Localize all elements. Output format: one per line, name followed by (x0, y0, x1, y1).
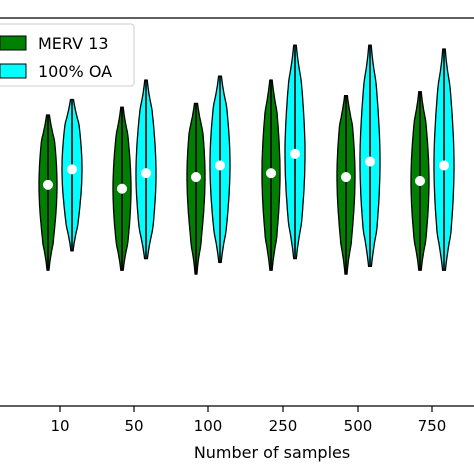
x-tick-label: 100 (194, 417, 223, 435)
axes (0, 17, 474, 407)
legend-label: MERV 13 (38, 34, 109, 53)
x-tick-label: 250 (269, 417, 298, 435)
violin-merv-13-250 (261, 79, 281, 271)
median-point (438, 160, 450, 171)
x-tick-label: 500 (344, 417, 373, 435)
violin-merv-13-10 (38, 114, 58, 271)
x-ticks: 10 50 100 250 500 750 (50, 406, 446, 435)
violin-merv-13-50 (112, 106, 132, 271)
violin-100-oa-50 (135, 79, 157, 260)
violin-100-oa-10 (61, 98, 83, 252)
violin-merv-13-750 (410, 91, 430, 271)
legend-swatch (0, 35, 27, 51)
median-point (140, 168, 152, 179)
median-point (265, 168, 277, 179)
violin-100-oa-500 (359, 44, 381, 267)
x-tick-label: 750 (418, 417, 447, 435)
median-point (364, 156, 376, 167)
median-point (116, 183, 128, 194)
x-tick-label: 10 (50, 417, 69, 435)
legend-box (0, 23, 135, 87)
x-axis-label: Number of samples (194, 443, 350, 462)
legend-label: 100% OA (38, 62, 112, 81)
x-tick-label: 50 (124, 417, 143, 435)
median-point (66, 164, 78, 175)
violin-100-oa-750 (433, 48, 455, 271)
violins (38, 44, 455, 275)
violin-100-oa-100 (209, 75, 231, 264)
median-point (42, 179, 54, 190)
median-point (340, 172, 352, 183)
median-point (190, 172, 202, 183)
median-point (289, 148, 301, 159)
legend-swatch (0, 63, 27, 79)
violin-merv-13-500 (336, 94, 356, 275)
median-point (214, 160, 226, 171)
violin-merv-13-100 (186, 102, 206, 275)
legend: MERV 13 100% OA (0, 23, 135, 87)
violin-100-oa-250 (284, 44, 306, 260)
median-point (414, 175, 426, 187)
